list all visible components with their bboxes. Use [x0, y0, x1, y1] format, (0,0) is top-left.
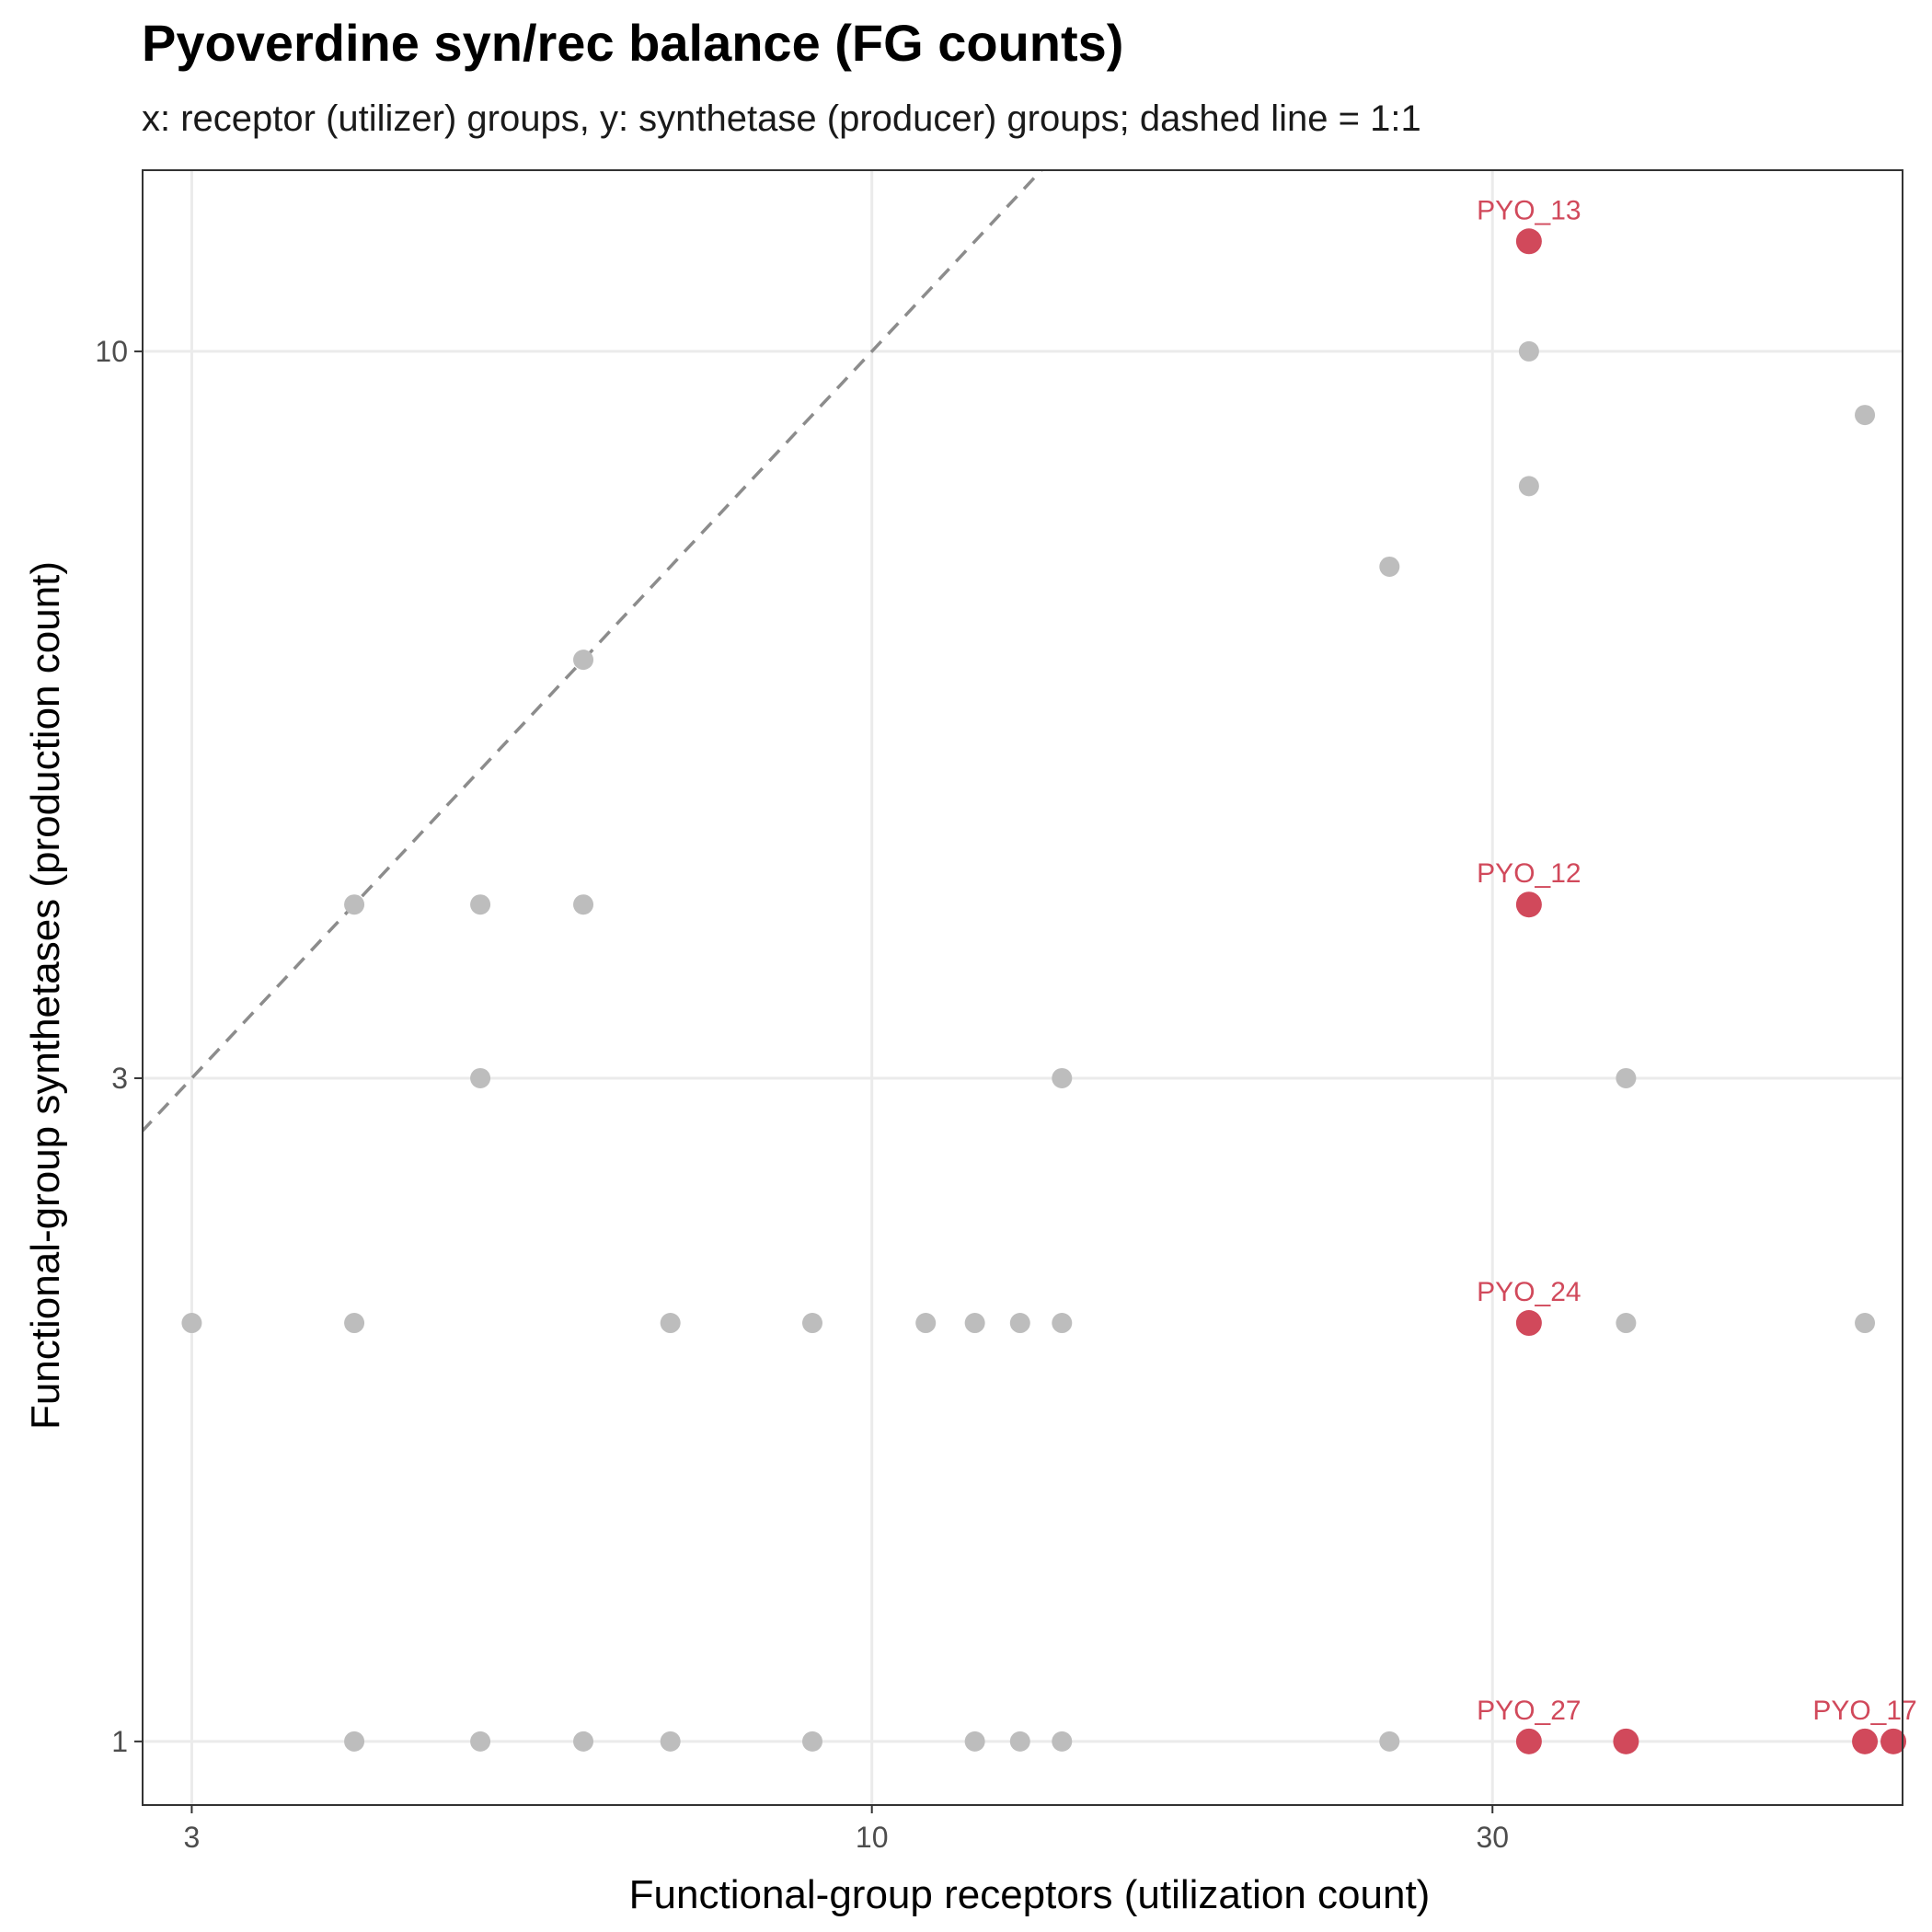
- data-point-other: [660, 1313, 681, 1334]
- data-point-other: [181, 1313, 202, 1334]
- y-axis-title: Functional-group synthetases (production…: [23, 561, 68, 1430]
- data-point-highlighted: [1852, 1728, 1879, 1754]
- x-tick-label: 30: [1476, 1821, 1509, 1854]
- point-label: PYO_27: [1477, 1696, 1581, 1726]
- data-point-other: [964, 1313, 985, 1334]
- data-point-other: [1518, 340, 1539, 362]
- data-point-other: [573, 894, 594, 915]
- panel-border: [142, 169, 1903, 1806]
- data-point-other: [964, 1731, 985, 1752]
- point-label: PYO_17: [1812, 1696, 1916, 1726]
- panel-background: [143, 170, 1903, 1805]
- data-point-other: [573, 1731, 594, 1752]
- y-tick-label: 10: [95, 335, 128, 368]
- point-label: PYO_12: [1477, 858, 1581, 889]
- data-point-other: [801, 1731, 822, 1752]
- data-point-other: [1616, 1313, 1637, 1334]
- data-point-other: [1379, 556, 1400, 577]
- data-point-other: [1052, 1067, 1073, 1088]
- data-point-other: [1518, 476, 1539, 497]
- data-point-other: [1616, 1067, 1637, 1088]
- data-point-other: [344, 894, 365, 915]
- data-point-highlighted: [1880, 1728, 1907, 1754]
- data-point-other: [470, 894, 491, 915]
- y-tick-label: 1: [111, 1725, 128, 1758]
- point-label: PYO_13: [1477, 195, 1581, 225]
- data-point-other: [801, 1313, 822, 1334]
- data-point-other: [1009, 1313, 1030, 1334]
- data-point-highlighted: [1515, 228, 1542, 255]
- data-point-highlighted: [1515, 1728, 1542, 1754]
- data-point-highlighted: [1613, 1728, 1639, 1754]
- plot-area: PYO_13 PYO_12 PYO_24 PYO_27 PYO_17 3 10 30 1 3 10: [95, 169, 1917, 1854]
- data-point-other: [1052, 1731, 1073, 1752]
- data-point-highlighted: [1515, 1310, 1542, 1337]
- chart-title: Pyoverdine syn/rec balance (FG counts): [142, 14, 1123, 72]
- data-point-other: [573, 650, 594, 671]
- data-point-other: [470, 1731, 491, 1752]
- data-point-other: [1855, 1313, 1876, 1334]
- x-axis-title: Functional-group receptors (utilization …: [629, 1872, 1431, 1917]
- y-tick-label: 3: [111, 1062, 128, 1095]
- reference-line-1to1: [143, 170, 1044, 1133]
- data-point-other: [1052, 1313, 1073, 1334]
- data-point-other: [1379, 1731, 1400, 1752]
- x-tick-label: 10: [856, 1821, 889, 1854]
- data-point-other: [344, 1731, 365, 1752]
- x-tick-label: 3: [184, 1821, 201, 1854]
- chart-subtitle: x: receptor (utilizer) groups, y: synthe…: [142, 98, 1421, 139]
- data-point-other: [344, 1313, 365, 1334]
- point-label: PYO_24: [1477, 1277, 1581, 1307]
- data-point-other: [1855, 405, 1876, 426]
- data-point-other: [1009, 1731, 1030, 1752]
- data-point-other: [660, 1731, 681, 1752]
- data-point-other: [915, 1313, 937, 1334]
- data-point-highlighted: [1515, 891, 1542, 918]
- data-point-other: [470, 1067, 491, 1088]
